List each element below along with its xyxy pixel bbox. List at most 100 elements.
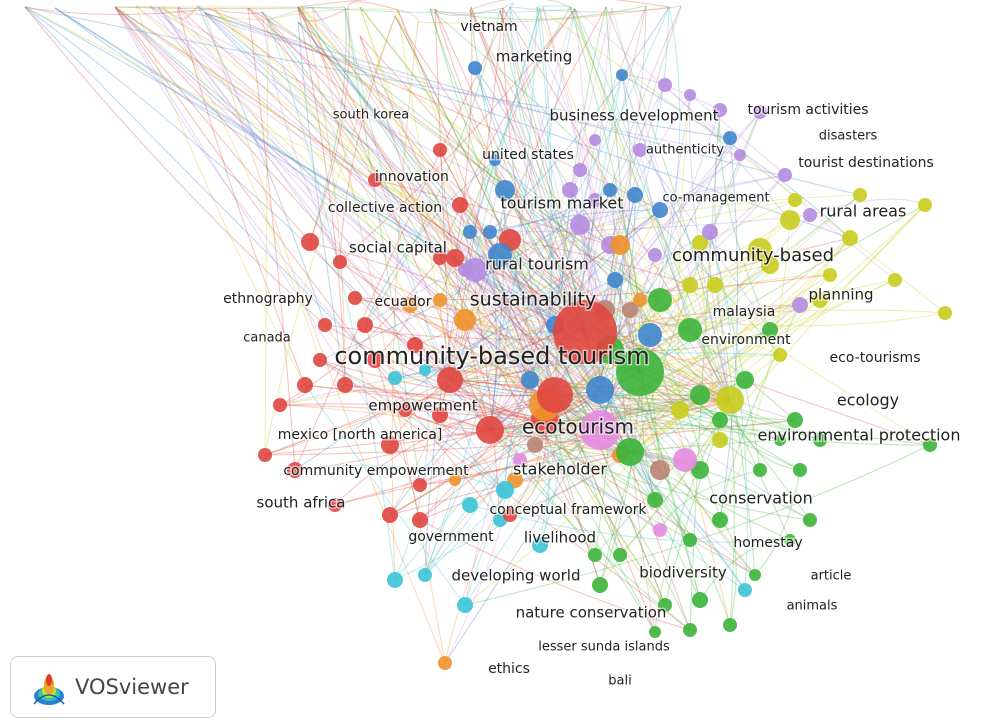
node-n33[interactable] — [749, 569, 761, 581]
node-n28[interactable] — [658, 598, 672, 612]
node-n74[interactable] — [589, 134, 601, 146]
label-ecuador[interactable]: ecuador — [373, 293, 433, 312]
node-n23[interactable] — [784, 534, 796, 546]
label-mexico[interactable]: mexico [north america] — [276, 426, 444, 445]
label-empowerment[interactable]: empowerment — [367, 395, 479, 416]
node-n61[interactable] — [570, 215, 590, 235]
node-n41[interactable] — [888, 273, 902, 287]
label-south-korea[interactable]: south korea — [331, 106, 410, 124]
node-n49[interactable] — [707, 277, 723, 293]
node-n43[interactable] — [918, 198, 932, 212]
node-n48[interactable] — [682, 277, 698, 293]
node-n92[interactable] — [607, 272, 623, 288]
node-n37[interactable] — [780, 210, 800, 230]
label-rural-areas[interactable]: rural areas — [818, 200, 908, 222]
node-n140[interactable] — [407, 337, 423, 353]
node-n20[interactable] — [753, 463, 767, 477]
label-collective-action[interactable]: collective action — [326, 199, 443, 218]
label-animals[interactable]: animals — [785, 597, 839, 615]
node-n85[interactable] — [652, 202, 668, 218]
node-n27[interactable] — [649, 626, 661, 638]
node-n113[interactable] — [388, 371, 402, 385]
label-eco-tourisms[interactable]: eco-tourisms — [828, 349, 922, 368]
node-n35[interactable] — [712, 432, 728, 448]
node-n4[interactable] — [616, 348, 664, 396]
node-n12[interactable] — [762, 322, 778, 338]
label-ethics[interactable]: ethics — [487, 660, 532, 679]
node-n58[interactable] — [622, 302, 638, 318]
node-n6[interactable] — [616, 438, 644, 466]
node-n7[interactable] — [678, 318, 702, 342]
label-developing-world[interactable]: developing world — [450, 565, 582, 586]
node-n112[interactable] — [738, 583, 752, 597]
node-n36[interactable] — [748, 238, 772, 262]
label-malaysia[interactable]: malaysia — [711, 303, 777, 322]
node-n22[interactable] — [803, 513, 817, 527]
label-ecology[interactable]: ecology — [835, 389, 900, 411]
node-n39[interactable] — [842, 230, 858, 246]
node-n79[interactable] — [488, 243, 512, 267]
node-n0[interactable] — [553, 300, 617, 364]
node-n124[interactable] — [273, 398, 287, 412]
node-n107[interactable] — [418, 568, 432, 582]
node-n72[interactable] — [803, 208, 817, 222]
label-ecotourism[interactable]: ecotourism — [521, 413, 636, 440]
node-n2[interactable] — [476, 416, 504, 444]
node-n11[interactable] — [736, 371, 754, 389]
node-n44[interactable] — [788, 193, 802, 207]
node-n88[interactable] — [723, 131, 737, 145]
node-n131[interactable] — [412, 512, 428, 528]
node-n19[interactable] — [647, 492, 663, 508]
node-n67[interactable] — [658, 78, 672, 92]
node-n90[interactable] — [468, 61, 482, 75]
node-n21[interactable] — [774, 434, 786, 446]
node-n10[interactable] — [712, 412, 728, 428]
label-livelihood[interactable]: livelihood — [522, 527, 597, 548]
node-n52[interactable] — [580, 410, 620, 450]
node-n14[interactable] — [813, 433, 827, 447]
node-n71[interactable] — [778, 168, 792, 182]
label-tourism-activities[interactable]: tourism activities — [746, 101, 870, 120]
node-n120[interactable] — [348, 291, 362, 305]
node-n53[interactable] — [673, 448, 697, 472]
node-n105[interactable] — [496, 481, 514, 499]
label-tourist-destinations[interactable]: tourist destinations — [797, 154, 936, 173]
node-n119[interactable] — [333, 255, 347, 269]
node-n130[interactable] — [382, 507, 398, 523]
label-ethnography[interactable]: ethnography — [222, 290, 315, 309]
node-n97[interactable] — [454, 309, 476, 331]
node-n32[interactable] — [923, 438, 937, 452]
node-n40[interactable] — [823, 268, 837, 282]
node-n51[interactable] — [853, 188, 867, 202]
node-n87[interactable] — [603, 183, 617, 197]
label-community-based[interactable]: community-based — [670, 244, 835, 268]
node-n75[interactable] — [702, 224, 718, 240]
node-n26[interactable] — [683, 623, 697, 637]
label-stakeholder[interactable]: stakeholder — [512, 458, 609, 480]
node-n68[interactable] — [684, 89, 696, 101]
label-homestay[interactable]: homestay — [732, 534, 804, 553]
label-vietnam[interactable]: vietnam — [459, 18, 519, 37]
node-n17[interactable] — [712, 512, 728, 528]
node-n1[interactable] — [537, 377, 573, 413]
label-marketing[interactable]: marketing — [494, 46, 573, 67]
node-n66[interactable] — [633, 143, 647, 157]
node-n116[interactable] — [452, 197, 468, 213]
label-co-management[interactable]: co-management — [661, 189, 771, 207]
label-disasters[interactable]: disasters — [817, 127, 879, 145]
node-n13[interactable] — [787, 412, 803, 428]
label-tourism-market[interactable]: tourism market — [499, 192, 625, 214]
node-n64[interactable] — [588, 193, 602, 207]
node-n57[interactable] — [650, 460, 670, 480]
node-n133[interactable] — [381, 436, 399, 454]
node-n141[interactable] — [503, 508, 517, 522]
node-n106[interactable] — [387, 572, 403, 588]
node-n103[interactable] — [438, 656, 452, 670]
node-n114[interactable] — [419, 364, 431, 376]
label-community-empowerment[interactable]: community empowerment — [282, 462, 471, 481]
node-n76[interactable] — [648, 248, 662, 262]
node-n38[interactable] — [812, 292, 828, 308]
node-n104[interactable] — [633, 293, 647, 307]
label-cbt[interactable]: community-based tourism — [333, 341, 651, 372]
